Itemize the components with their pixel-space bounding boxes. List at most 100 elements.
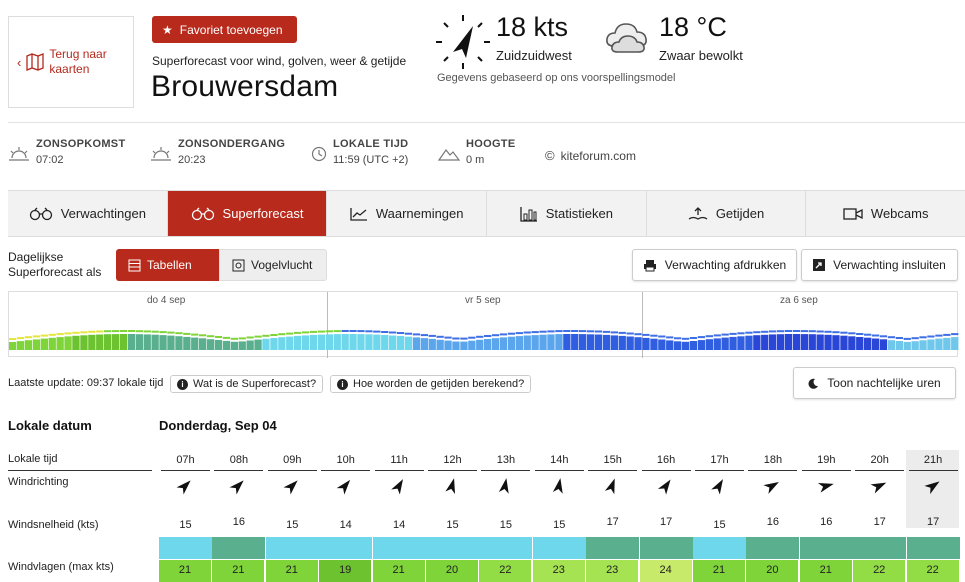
overview-gust-mark — [365, 330, 373, 333]
overview-gust-mark — [238, 337, 246, 340]
wind-gust-cell: 21 — [265, 560, 319, 582]
info-label: Wat is de Superforecast? — [193, 378, 317, 390]
overview-gust-mark — [674, 337, 682, 340]
overview-bar — [357, 334, 365, 350]
wind-arrow-icon — [711, 479, 723, 495]
overview-bar — [286, 336, 294, 350]
overview-gust-mark — [903, 337, 911, 340]
embed-forecast-button[interactable]: Verwachting insluiten — [801, 249, 958, 281]
print-forecast-button[interactable]: Verwachting afdrukken — [632, 249, 797, 281]
overview-gust-mark — [183, 332, 191, 335]
tables-view-button[interactable]: Tabellen — [116, 249, 219, 281]
overview-bar — [484, 339, 492, 350]
overview-bar — [491, 338, 500, 350]
overview-bar — [697, 340, 706, 350]
overview-gust-mark — [666, 336, 674, 339]
overview-bar — [214, 340, 223, 350]
hour-cell: 09h — [283, 454, 302, 466]
overview-gust-mark — [753, 331, 761, 334]
overview-gust-mark — [167, 331, 175, 334]
sunset-icon — [151, 147, 171, 161]
overview-gust-mark — [214, 336, 223, 338]
overview-bar — [48, 337, 56, 350]
overview-gust-mark — [745, 331, 753, 334]
show-night-hours-button[interactable]: Toon nachtelijke uren — [793, 367, 956, 399]
localtime-label: LOKALE TIJD — [333, 138, 409, 150]
row-label-wind-direction: Windrichting — [8, 476, 69, 488]
overview-gust-mark — [499, 333, 508, 336]
overview-gust-mark — [460, 337, 468, 340]
wind-arrow-icon — [657, 479, 671, 495]
superforecast-info-button[interactable]: i Wat is de Superforecast? — [170, 375, 324, 393]
tab-getijden[interactable]: Getijden — [647, 191, 807, 236]
overview-bar — [499, 337, 508, 350]
wind-arrow-icon — [445, 478, 456, 495]
tab-webcams[interactable]: Webcams — [806, 191, 965, 236]
overview-bar — [278, 337, 286, 350]
info-icon: i — [177, 378, 188, 390]
wind-gust-cell: 20 — [746, 560, 800, 582]
overview-gust-mark — [784, 330, 793, 332]
overview-bar — [729, 336, 737, 350]
overview-gust-mark — [531, 331, 539, 334]
overview-day-label: za 6 sep — [780, 295, 818, 306]
overview-gust-mark — [729, 332, 737, 335]
last-update: Laatste update: 09:37 lokale tijd — [8, 377, 164, 389]
row-label-wind-gust: Windvlagen (max kts) — [8, 561, 114, 573]
overview-bar — [832, 335, 840, 350]
hour-cell: 12h — [443, 454, 462, 466]
binoculars-icon — [29, 207, 52, 220]
overview-bar — [674, 341, 682, 350]
overview-bar — [792, 334, 801, 350]
overview-bar — [919, 340, 927, 350]
hour-underline — [801, 470, 851, 471]
wind-speed-value: 17 — [606, 516, 619, 528]
overview-gust-mark — [191, 333, 199, 336]
tab-verwachtingen[interactable]: Verwachtingen — [8, 191, 168, 236]
overview-bar — [183, 336, 191, 350]
overview-bar — [246, 340, 254, 350]
overview-gust-mark — [602, 330, 611, 333]
wind-gust-cell: 21 — [159, 560, 212, 582]
wind-speed-bar — [799, 537, 853, 559]
overview-gust-mark — [278, 333, 286, 336]
overview-bar — [737, 336, 745, 350]
hour-underline — [588, 470, 638, 471]
tides-info-button[interactable]: i Hoe worden de getijden berekend? — [330, 375, 532, 393]
overview-gust-mark — [286, 332, 294, 335]
overview-gust-mark — [610, 331, 618, 334]
sunset-label: ZONSONDERGANG — [178, 138, 286, 150]
overview-bar — [476, 339, 484, 350]
wind-speed-value: 15 — [553, 519, 566, 531]
row-label-local-time: Lokale tijd — [8, 453, 58, 465]
wind-speed-value: 16 — [820, 516, 833, 528]
back-label: Terug naar kaarten — [49, 47, 107, 76]
overview-day-label: do 4 sep — [147, 295, 186, 306]
overview-bar — [104, 334, 112, 350]
birdview-button[interactable]: Vogelvlucht — [219, 249, 327, 281]
wind-speed-bar — [746, 537, 800, 559]
overview-gust-mark — [389, 331, 397, 334]
overview-gust-mark — [341, 330, 349, 332]
overview-bar — [721, 337, 729, 350]
overview-bar — [816, 334, 824, 350]
overview-gust-mark — [808, 330, 816, 333]
hour-cell: 13h — [496, 454, 516, 466]
forecast-overview-strip[interactable]: do 4 sep vr 5 sep za 6 sep — [8, 291, 959, 358]
star-icon: ★ — [162, 22, 173, 37]
overview-bar — [301, 335, 310, 350]
favorite-button[interactable]: ★ Favoriet toevoegen — [152, 16, 297, 43]
tab-waarnemingen[interactable]: Waarnemingen — [327, 191, 488, 236]
overview-bar — [927, 339, 935, 350]
back-to-maps-button[interactable]: ‹ Terug naar kaarten — [8, 16, 134, 108]
tab-superforecast[interactable]: Superforecast — [167, 191, 328, 236]
overview-gust-mark — [80, 331, 88, 334]
tab-statistieken[interactable]: Statistieken — [487, 191, 647, 236]
hour-cell: 11h — [390, 454, 408, 466]
overview-gust-mark — [412, 333, 421, 336]
overview-gust-mark — [396, 332, 405, 334]
hour-cell: 18h — [763, 454, 783, 466]
overview-bar — [9, 342, 17, 350]
overview-bar — [96, 334, 104, 350]
overview-gust-mark — [373, 330, 381, 333]
